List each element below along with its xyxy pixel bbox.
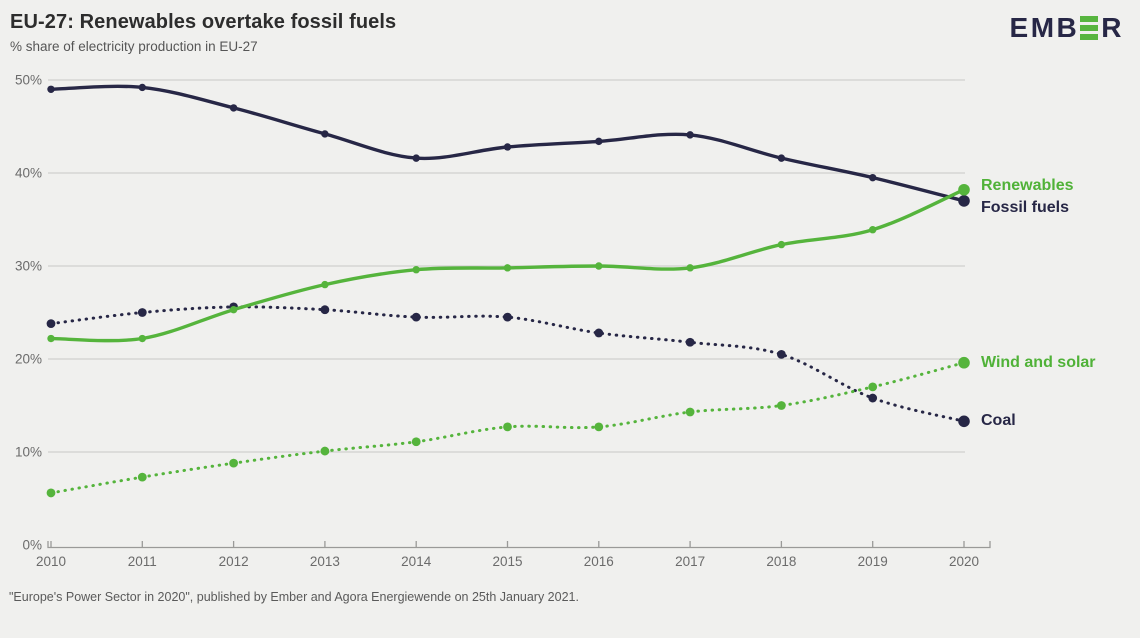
y-axis-tick-label: 20% (15, 352, 42, 367)
data-point-wind-and-solar-2014 (411, 437, 421, 447)
data-point-renewables-2018 (777, 240, 786, 249)
data-point-renewables-2019 (869, 226, 877, 234)
series-label-coal: Coal (981, 412, 1016, 430)
data-point-coal-2016 (594, 328, 604, 338)
source-note: "Europe's Power Sector in 2020", publish… (9, 590, 579, 604)
series-label-wind-and-solar: Wind and solar (981, 353, 1096, 371)
y-axis-tick-label: 10% (15, 445, 42, 460)
data-point-coal-2010 (46, 319, 56, 329)
data-point-fossil-fuels-2015 (503, 143, 512, 151)
x-axis-tick-label: 2011 (128, 554, 157, 569)
ember-logo-green-e-icon (1080, 16, 1099, 40)
data-point-wind-and-solar-2020 (958, 356, 970, 369)
series-label-fossil-fuels: Fossil fuels (981, 198, 1070, 216)
data-point-coal-2020 (958, 415, 970, 428)
data-point-coal-2019 (868, 393, 878, 403)
data-point-coal-2015 (503, 312, 512, 322)
data-point-fossil-fuels-2020 (958, 195, 970, 207)
ember-logo-text-left: EMB (1009, 12, 1080, 43)
data-point-wind-and-solar-2012 (229, 458, 239, 468)
page-title: EU-27: Renewables overtake fossil fuels (10, 11, 397, 33)
data-point-renewables-2015 (503, 264, 512, 272)
x-axis (47, 541, 991, 549)
x-axis-tick-label: 2020 (949, 554, 979, 569)
data-point-coal-2017 (685, 337, 695, 347)
data-point-fossil-fuels-2013 (321, 130, 329, 138)
data-point-wind-and-solar-2018 (777, 401, 786, 410)
series-line-coal (49, 305, 966, 423)
x-axis-tick-label: 2015 (492, 554, 522, 569)
data-point-wind-and-solar-2011 (137, 472, 147, 482)
data-point-wind-and-solar-2013 (320, 446, 330, 456)
data-point-fossil-fuels-2011 (138, 83, 146, 92)
data-point-coal-2014 (411, 312, 421, 322)
data-point-coal-2013 (320, 305, 330, 315)
data-point-renewables-2020 (958, 183, 970, 196)
data-point-coal-2011 (137, 308, 147, 317)
data-point-fossil-fuels-2016 (595, 137, 603, 146)
data-point-renewables-2011 (138, 334, 146, 343)
data-point-renewables-2017 (686, 264, 694, 272)
data-point-wind-and-solar-2019 (868, 382, 878, 392)
data-point-wind-and-solar-2016 (594, 422, 604, 432)
data-point-fossil-fuels-2018 (777, 154, 786, 162)
y-axis-tick-label: 40% (15, 166, 42, 181)
data-point-fossil-fuels-2017 (686, 131, 694, 139)
data-point-fossil-fuels-2019 (869, 173, 877, 182)
data-point-fossil-fuels-2014 (412, 154, 420, 162)
x-axis-tick-label: 2018 (766, 554, 796, 569)
ember-logo: EMB R (1010, 12, 1124, 44)
x-axis-tick-label: 2019 (858, 554, 888, 569)
x-axis-tick-label: 2012 (219, 554, 249, 569)
x-axis-tick-label: 2013 (310, 554, 340, 569)
data-point-renewables-2014 (412, 266, 420, 274)
x-axis-tick-label: 2014 (401, 554, 432, 569)
x-axis-tick-label: 2010 (36, 554, 66, 569)
y-axis-tick-label: 50% (15, 73, 42, 88)
data-point-renewables-2013 (321, 280, 329, 289)
data-point-renewables-2012 (229, 306, 238, 314)
data-point-wind-and-solar-2017 (685, 407, 695, 417)
page-subtitle: % share of electricity production in EU-… (10, 39, 258, 54)
data-point-fossil-fuels-2010 (47, 85, 55, 94)
series-label-renewables: Renewables (981, 176, 1074, 194)
data-point-renewables-2016 (595, 262, 603, 270)
y-axis-tick-label: 30% (15, 259, 42, 274)
x-axis-tick-label: 2016 (584, 554, 614, 569)
data-point-fossil-fuels-2012 (229, 104, 238, 112)
x-axis-tick-label: 2017 (675, 554, 705, 569)
y-axis-tick-label: 0% (22, 538, 42, 553)
ember-logo-text-right: R (1101, 12, 1124, 43)
data-point-wind-and-solar-2010 (46, 488, 56, 498)
data-point-wind-and-solar-2015 (503, 422, 512, 432)
data-point-coal-2018 (777, 349, 786, 359)
data-point-renewables-2010 (47, 334, 55, 343)
